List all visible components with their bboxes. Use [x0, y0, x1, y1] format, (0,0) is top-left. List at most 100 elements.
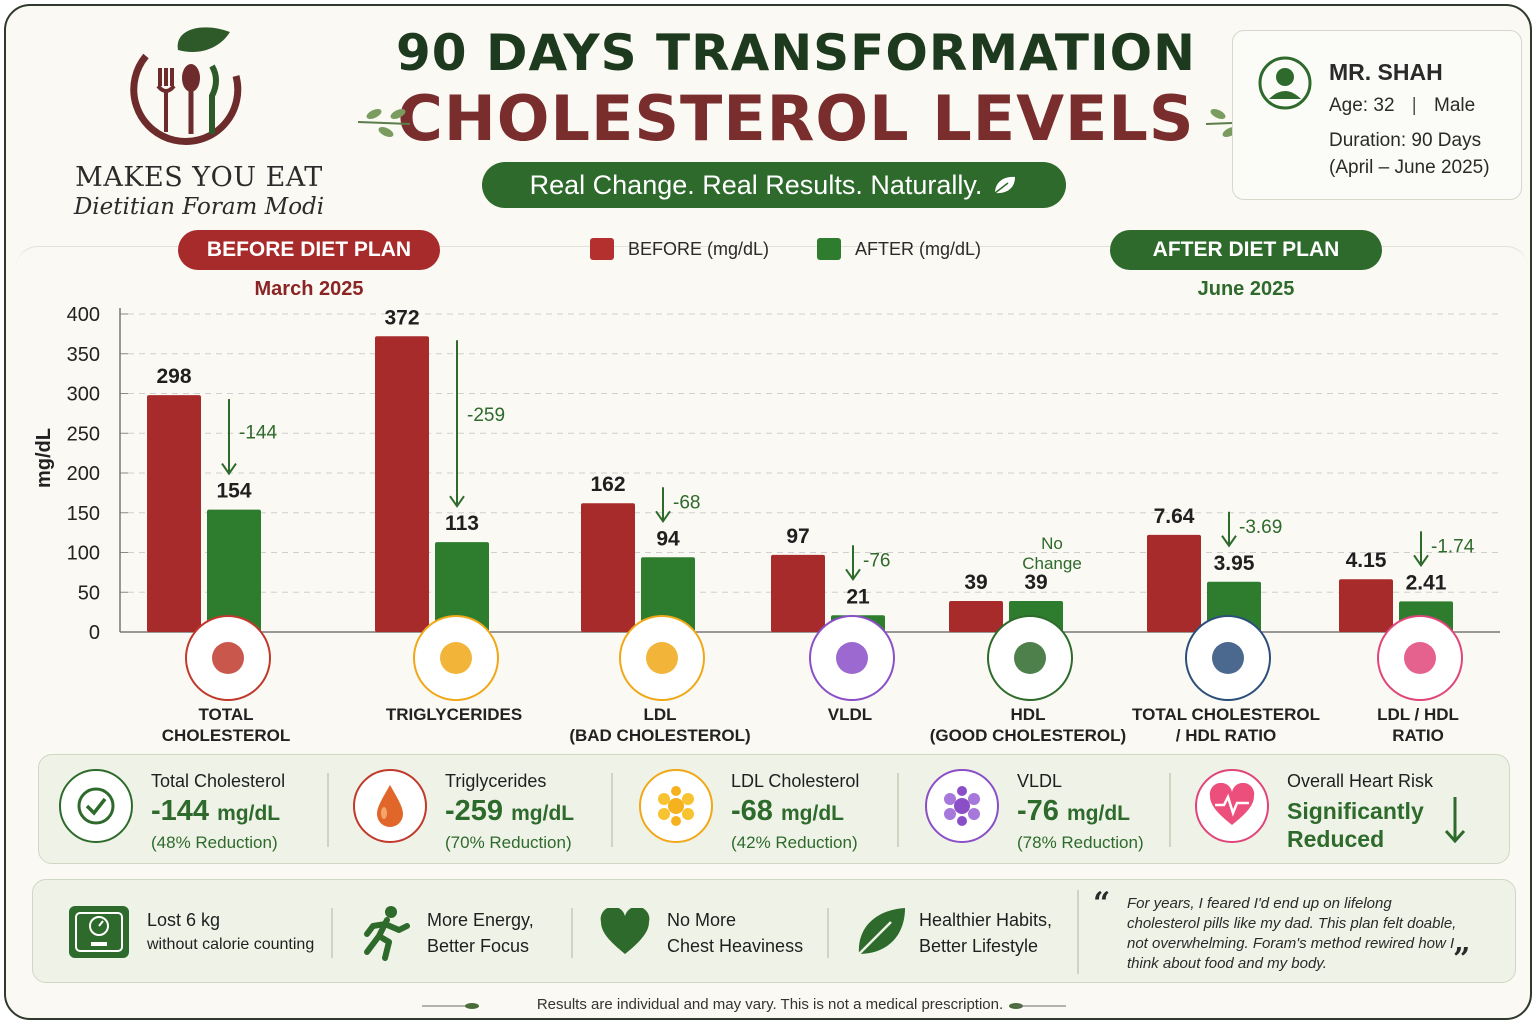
particle-cluster-icon-glyph [836, 642, 868, 674]
legend-before-label: BEFORE (mg/dL) [628, 238, 770, 259]
category-label: / HDL RATIO [1176, 726, 1276, 745]
summary-value: -76 mg/dL [1017, 795, 1130, 827]
change-arrowhead [845, 568, 861, 582]
age-value: 32 [1373, 95, 1395, 116]
y-tick-label: 300 [67, 384, 100, 406]
category-label: HDL [1011, 705, 1046, 724]
fat-cells-icon [639, 769, 713, 843]
drop-icon [353, 769, 427, 843]
leaf-divider-left-icon [422, 1003, 479, 1009]
bar-after [207, 509, 261, 632]
summary-triglycerides: Triglycerides -259 mg/dL (70% Reduction) [333, 755, 619, 865]
benefit-line1: No More [667, 910, 737, 930]
data-label-after: 21 [846, 585, 870, 608]
leaf-sprig-left-icon [357, 109, 411, 137]
data-label-before: 39 [964, 571, 987, 594]
testimonial-text: For years, I feared I'd end up on lifelo… [1127, 895, 1457, 972]
heart-icon [600, 908, 650, 954]
cholesterol-bar-chart: 0 50 100 150 200 250 300 350 400 mg/dL 298 154 -144 T… [33, 304, 1500, 745]
duration-label: Duration: [1329, 130, 1407, 151]
category-label: LDL / HDL [1377, 705, 1459, 724]
after-diet-pill: AFTER DIET PLAN [1110, 230, 1382, 270]
legend-before-swatch [590, 238, 614, 260]
title-line-1: 90 DAYS TRANSFORMATION [396, 24, 1196, 82]
before-diet-pill: BEFORE DIET PLAN [178, 230, 440, 270]
heartbeat-icon-glyph [1404, 642, 1436, 674]
summary-label: Overall Heart Risk [1287, 771, 1434, 791]
summary-note: (78% Reduction) [1017, 833, 1144, 852]
profile-card: MR. SHAH Age: 32 | Male Duration: 90 Day… [1232, 30, 1522, 200]
bar-before [147, 395, 201, 632]
change-label: Change [1022, 554, 1082, 573]
summary-label: VLDL [1017, 771, 1063, 791]
y-tick-label: 0 [89, 622, 100, 644]
weighing-scale-icon [69, 906, 129, 958]
summary-note: (48% Reduction) [151, 833, 278, 852]
summary-vldl: VLDL -76 mg/dL (78% Reduction) [905, 755, 1191, 865]
summary-label: Total Cholesterol [151, 771, 286, 791]
summary-total-cholesterol: Total Cholesterol -144 mg/dL (48% Reduct… [39, 755, 329, 865]
data-label-before: 4.15 [1346, 549, 1387, 572]
category-label: CHOLESTEROL [162, 726, 290, 745]
summary-value: -68 mg/dL [731, 795, 844, 827]
benefit-line2: Chest Heaviness [667, 936, 804, 956]
y-tick-label: 200 [67, 463, 100, 485]
particle-cluster-icon [925, 769, 999, 843]
bar-before [771, 554, 825, 632]
title-line-2: CHOLESTEROL LEVELS [397, 82, 1195, 155]
leaf-icon [858, 908, 905, 955]
data-label-before: 7.64 [1154, 505, 1195, 528]
infographic-frame: MAKES YOU EAT Dietitian Foram Modi 90 DA… [4, 4, 1532, 1020]
brand-name: MAKES YOU EAT [75, 162, 323, 193]
y-axis-label: mg/dL [33, 428, 55, 488]
user-avatar-icon [1258, 56, 1312, 110]
category-label: (BAD CHOLESTEROL) [569, 726, 750, 745]
summary-value: -259 mg/dL [445, 795, 575, 827]
before-date: March 2025 [254, 278, 364, 300]
gender-value: Male [1434, 95, 1476, 116]
y-tick-label: 350 [67, 344, 100, 366]
brand-logo: MAKES YOU EAT Dietitian Foram Modi [54, 24, 344, 224]
category-label: TRIGLYCERIDES [386, 705, 522, 724]
benefit-line1: Lost 6 kg [147, 910, 221, 930]
legend-after-label: AFTER (mg/dL) [855, 238, 982, 259]
benefit-line2: Better Lifestyle [919, 936, 1039, 956]
benefit-line1: More Energy, [427, 910, 534, 930]
data-label-after: 154 [216, 480, 251, 503]
summary-ldl: LDL Cholesterol -68 mg/dL (42% Reduction… [619, 755, 905, 865]
benefit-line2: without calorie counting [147, 936, 315, 953]
change-label: -259 [467, 405, 505, 426]
profile-name: MR. SHAH [1329, 59, 1443, 85]
change-arrowhead [1413, 554, 1429, 568]
data-label-after: 94 [656, 527, 680, 550]
data-label-after: 3.95 [1214, 552, 1255, 575]
summary-label: Triglycerides [445, 771, 547, 791]
change-arrowhead [449, 495, 465, 508]
change-label: -3.69 [1239, 517, 1282, 538]
bar-after [641, 557, 695, 632]
change-label: No [1041, 534, 1063, 553]
bar-before [1147, 534, 1201, 632]
chart-legend: BEFORE (mg/dL) AFTER (mg/dL) [590, 238, 981, 260]
oil-drop-icon-glyph [440, 642, 472, 674]
profile-duration-row: Duration: 90 Days [1329, 130, 1481, 152]
tagline-text: Real Change. Real Results. Naturally. [529, 169, 983, 200]
shield-check-icon-glyph [1014, 642, 1046, 674]
bar-before [375, 336, 429, 632]
benefits-panel: Lost 6 kg without calorie counting More … [32, 879, 1516, 983]
data-label-before: 162 [590, 473, 625, 496]
category-label: LDL [643, 705, 676, 724]
benefit-habits: Healthier Habits, Better Lifestyle [839, 880, 1084, 984]
y-tick-label: 150 [67, 503, 100, 525]
leaf-divider-right-icon [1009, 1003, 1066, 1009]
duration-value: 90 Days [1411, 130, 1482, 151]
data-label-after: 113 [445, 512, 479, 535]
check-circle-icon [59, 769, 133, 843]
quote-open-icon: “ [1093, 886, 1111, 921]
balance-scale-icon-glyph [1212, 642, 1244, 674]
data-label-after: 2.41 [1406, 571, 1447, 594]
summary-label: LDL Cholesterol [731, 771, 860, 791]
change-arrowhead [655, 510, 671, 524]
tagline-banner: Real Change. Real Results. Naturally. [482, 162, 1066, 208]
benefit-energy: More Energy, Better Focus [343, 880, 573, 984]
